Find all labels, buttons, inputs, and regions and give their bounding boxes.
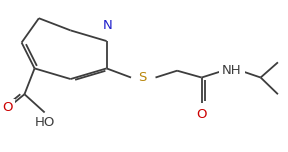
Text: NH: NH	[222, 64, 242, 77]
Text: HO: HO	[33, 116, 56, 129]
Text: N: N	[103, 19, 113, 32]
Text: O: O	[196, 108, 207, 121]
Text: O: O	[2, 101, 12, 114]
Text: S: S	[138, 71, 147, 84]
Text: HO: HO	[35, 116, 55, 129]
Text: O: O	[1, 101, 13, 114]
Text: N: N	[103, 19, 113, 32]
Text: S: S	[138, 71, 147, 84]
Text: NH: NH	[221, 64, 243, 77]
Text: O: O	[196, 108, 207, 121]
